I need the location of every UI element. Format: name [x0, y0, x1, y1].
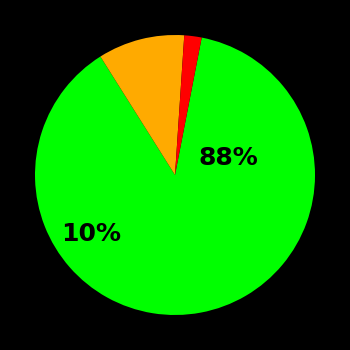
Wedge shape: [35, 37, 315, 315]
Wedge shape: [100, 35, 184, 175]
Text: 88%: 88%: [198, 146, 258, 170]
Wedge shape: [175, 35, 202, 175]
Text: 10%: 10%: [61, 222, 121, 246]
